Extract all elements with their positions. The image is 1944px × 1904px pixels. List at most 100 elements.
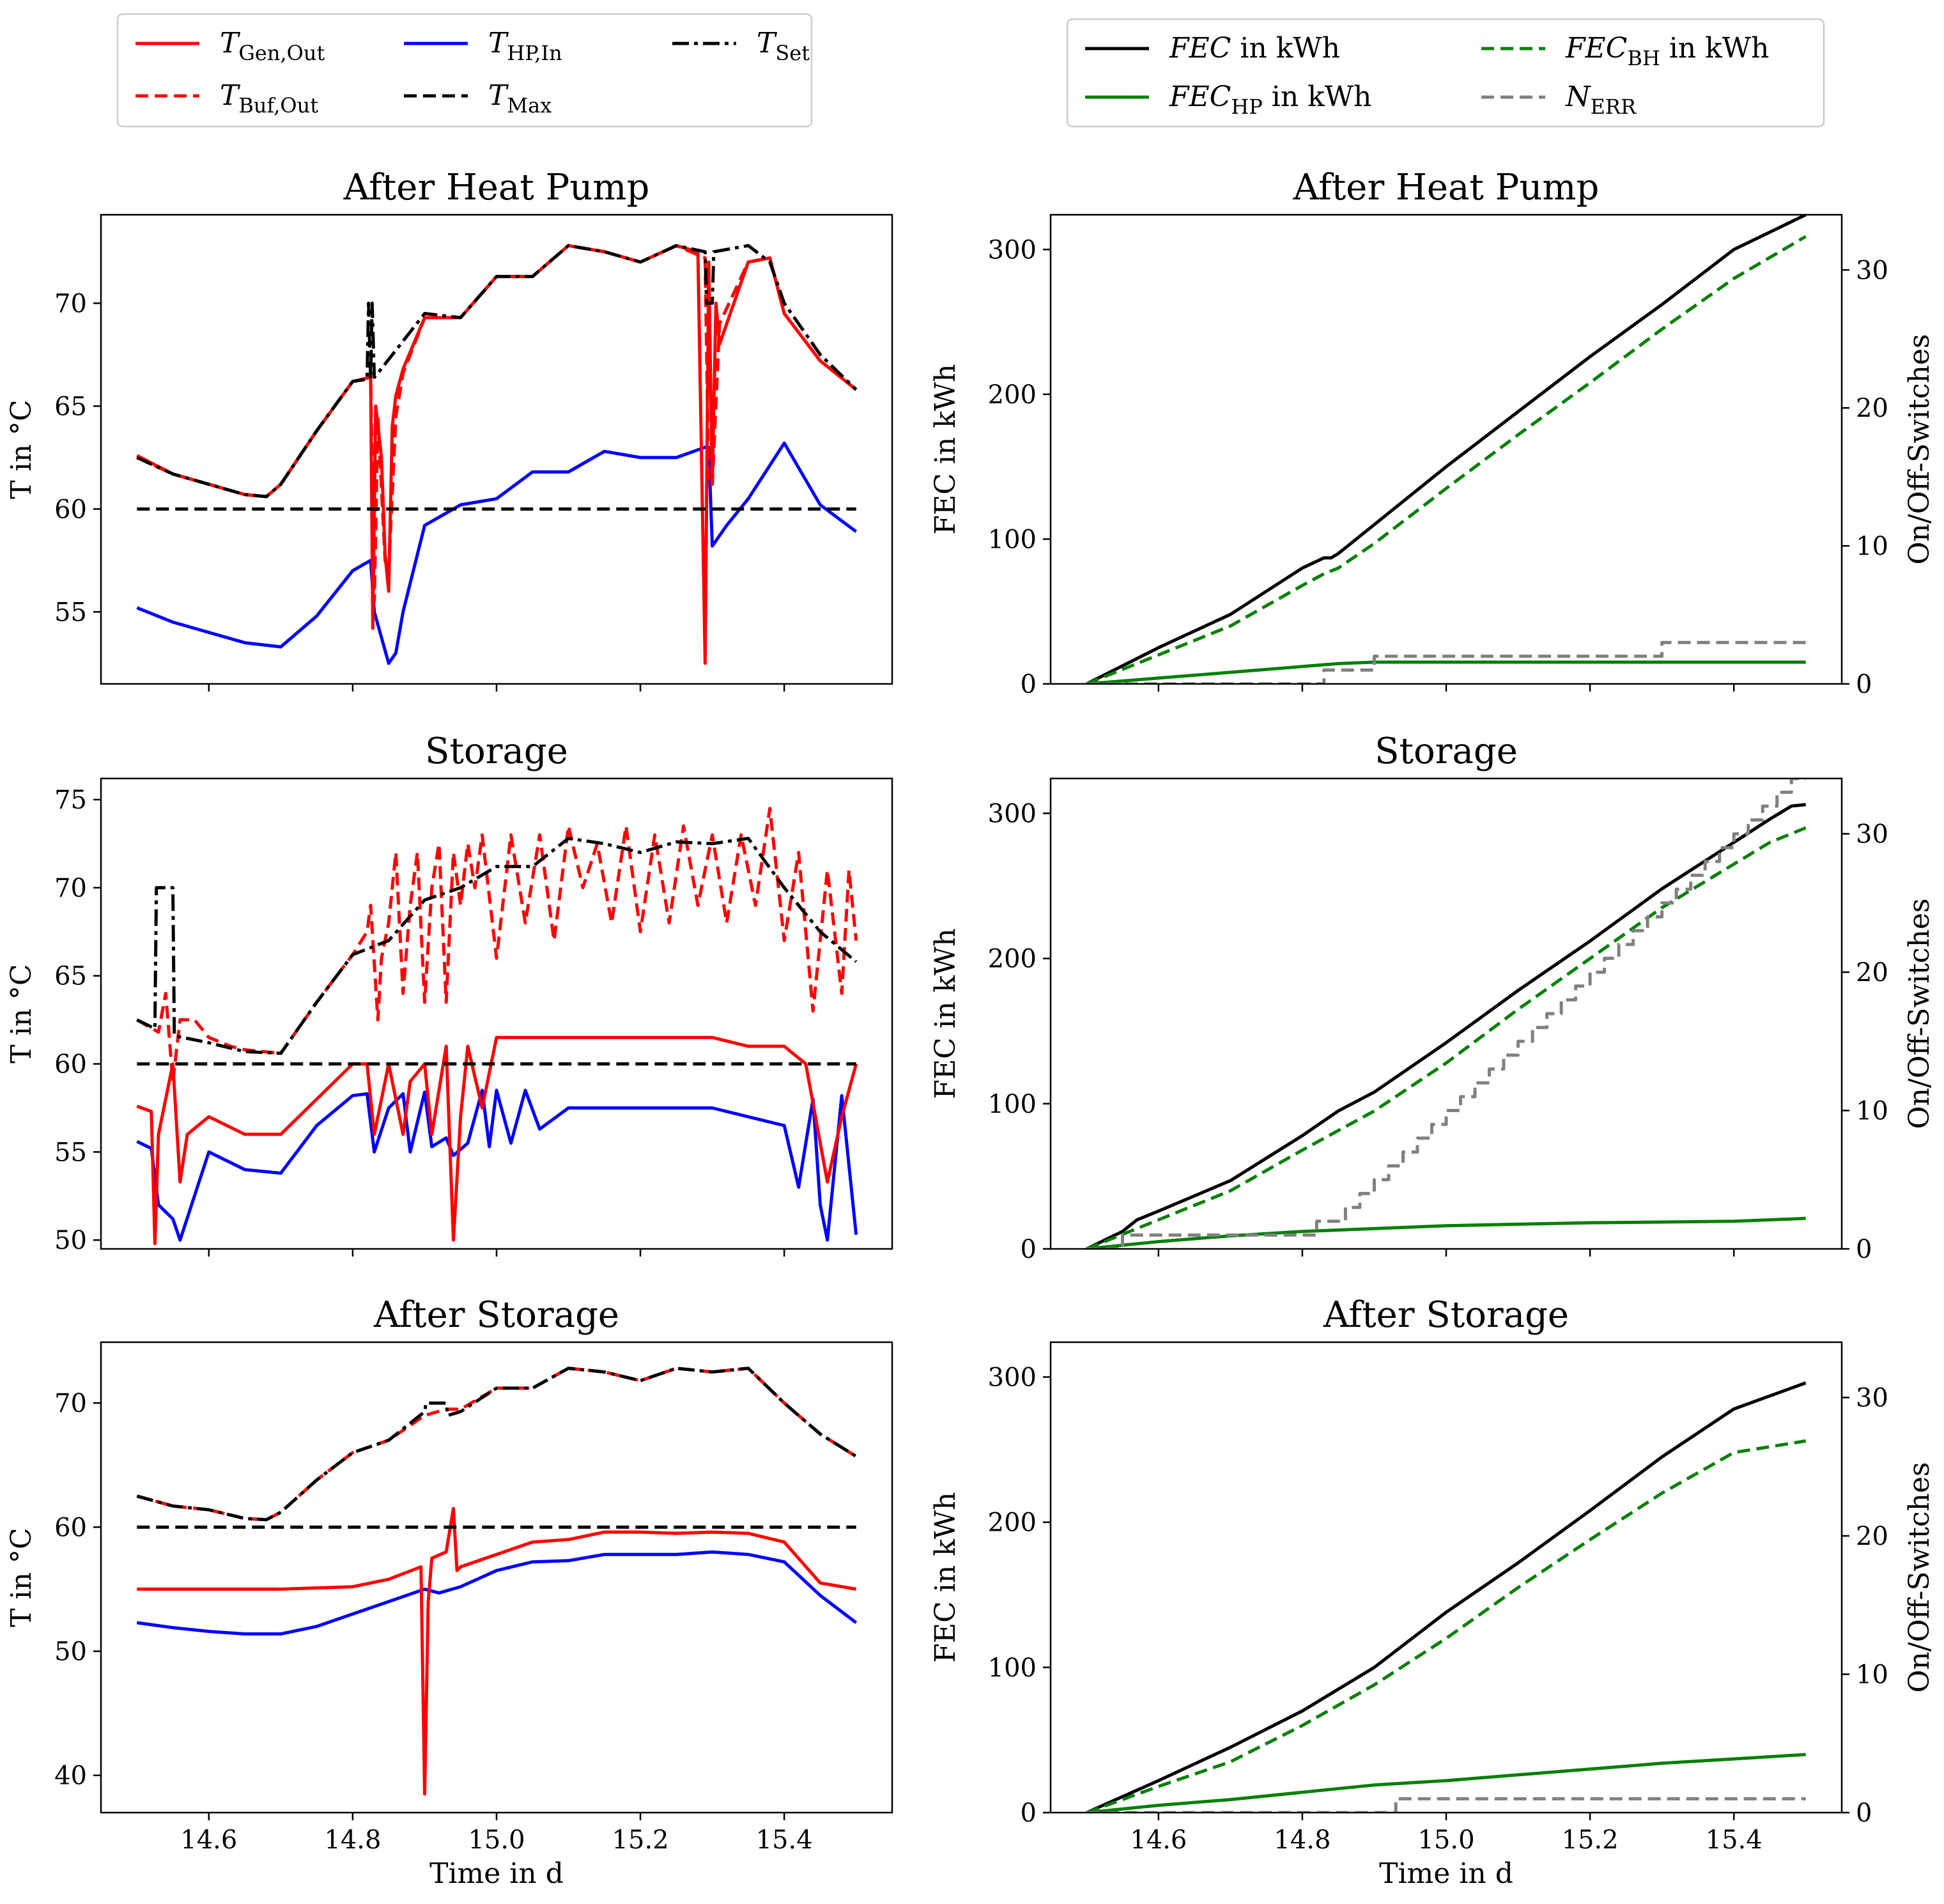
x-axis-label: Time in d <box>1379 1857 1513 1890</box>
series-line-t-set <box>136 837 858 1055</box>
y2-tick-label: 20 <box>1856 394 1888 423</box>
y-axis-label: T in °C <box>5 1528 38 1627</box>
legend-label: FECBH in kWh <box>1565 32 1769 70</box>
series-line-fec-hp <box>1086 1216 1806 1249</box>
series-line-t-hp-in <box>136 1088 858 1242</box>
x-axis-label: Time in d <box>429 1857 564 1890</box>
y-tick-label: 60 <box>54 1513 87 1542</box>
series-group <box>1086 778 1807 1249</box>
y-tick-label: 100 <box>988 1090 1037 1119</box>
legend-frame <box>1066 18 1825 128</box>
y-axis-label: T in °C <box>5 964 38 1063</box>
legend-label: THP,In <box>488 27 562 65</box>
legend-item-fec: FEC in kWh <box>1085 32 1340 65</box>
y2-tick-label: 0 <box>1856 1235 1872 1264</box>
y-tick-label: 0 <box>1021 1235 1037 1264</box>
y-tick-label: 60 <box>54 495 87 524</box>
y-axis-label: T in °C <box>5 399 38 499</box>
series-line-t-hp-in <box>136 441 858 665</box>
y-tick-label: 65 <box>54 962 87 991</box>
y2-tick-label: 10 <box>1856 1660 1888 1690</box>
legend-label: FECHP in kWh <box>1169 81 1371 119</box>
panel-1-temperature: After Heat Pump 55 60 65 70 T in °C <box>5 167 893 692</box>
series-group <box>1086 215 1807 684</box>
series-line-fec-hp <box>1086 1753 1806 1813</box>
panel-title: After Storage <box>1323 1294 1569 1336</box>
y-tick-label: 300 <box>988 235 1037 265</box>
x-tick-label: 15.2 <box>612 1825 669 1855</box>
y-tick-label: 70 <box>54 1389 87 1418</box>
legend-label: TGen,Out <box>220 27 325 65</box>
panels: After Heat Pump 55 60 65 70 T in °C After Heat… <box>5 167 1936 1890</box>
y-tick-label: 65 <box>54 392 87 421</box>
y2-axis-label: On/Off-Switches <box>1903 334 1936 564</box>
legend-label: FEC in kWh <box>1169 32 1340 65</box>
legends: TGen,Out TBuf,Out THP,In TMax TSet FEC in kW… <box>116 13 1825 128</box>
series-group <box>136 807 858 1246</box>
y2-tick-label: 10 <box>1856 532 1888 561</box>
legend-item-t-gen-out: TGen,Out <box>135 27 325 65</box>
x-tick-label: 15.0 <box>1417 1825 1474 1855</box>
series-line-t-gen-out <box>136 244 858 665</box>
y-tick-label: 70 <box>54 289 87 318</box>
y-tick-label: 200 <box>988 380 1037 410</box>
legend-item-t-max: TMax <box>404 79 552 118</box>
series-line-fec <box>1086 803 1806 1249</box>
y2-axis-label: On/Off-Switches <box>1903 1462 1936 1692</box>
y-axis-label: FEC in kWh <box>929 364 962 535</box>
y2-tick-label: 0 <box>1856 670 1872 699</box>
series-line-fec-hp <box>1086 660 1806 684</box>
y-tick-label: 50 <box>54 1226 87 1255</box>
series-line-fec-bh <box>1086 826 1807 1249</box>
legend-energy: FEC in kWh FECHP in kWh FECBH in kWh NERR <box>1066 18 1825 128</box>
panel-2-energy: Storage 0 100 200 300 FEC in kWh 0 10 20 30 On/Off… <box>929 731 1936 1264</box>
y2-tick-label: 10 <box>1856 1097 1888 1126</box>
panel-1-energy: After Heat Pump 0 100 200 300 FEC in kWh 0 10 20… <box>929 167 1936 699</box>
x-tick-label: 14.6 <box>180 1825 237 1855</box>
series-line-fec-bh <box>1086 1439 1807 1813</box>
y-tick-label: 100 <box>988 1653 1037 1683</box>
legend-item-fec-hp: FECHP in kWh <box>1085 81 1371 119</box>
series-line-t-set <box>136 1366 858 1522</box>
y-axis-label: FEC in kWh <box>929 1492 962 1663</box>
y-tick-label: 40 <box>54 1761 87 1791</box>
y-axis-label: FEC in kWh <box>929 929 962 1099</box>
series-line-fec <box>1086 1381 1807 1813</box>
panel-3-energy: After Storage 14.6 14.8 15.0 15.2 15.4 Time in… <box>929 1294 1936 1890</box>
panel-title: After Heat Pump <box>1293 167 1600 208</box>
y-tick-label: 60 <box>54 1050 87 1080</box>
y-tick-label: 0 <box>1021 1799 1037 1828</box>
legend-frame <box>116 13 813 128</box>
y2-tick-label: 30 <box>1856 1384 1888 1413</box>
series-line-n-err <box>1086 778 1806 1249</box>
x-tick-label: 14.8 <box>324 1825 381 1855</box>
y2-tick-label: 0 <box>1856 1799 1872 1828</box>
legend-item-t-set: TSet <box>672 27 810 65</box>
series-line-t-buf-out <box>136 244 858 603</box>
panel-3-temperature: After Storage 14.6 14.8 15.0 15.2 15.4 Time in… <box>5 1294 893 1890</box>
legend-label: TBuf,Out <box>220 79 318 118</box>
series-line-t-gen-out <box>136 1035 858 1246</box>
y-tick-label: 70 <box>54 874 87 903</box>
legend-item-fec-bh: FECBH in kWh <box>1481 32 1769 70</box>
panel-title: Storage <box>1375 731 1518 772</box>
panel-title: After Storage <box>373 1294 619 1336</box>
plot-frame <box>1049 1341 1843 1814</box>
y-tick-label: 0 <box>1021 670 1037 699</box>
y2-tick-label: 20 <box>1856 1522 1888 1551</box>
series-line-n-err <box>1086 640 1806 684</box>
x-tick-label: 15.4 <box>756 1825 813 1855</box>
y-tick-label: 55 <box>54 1138 87 1167</box>
legend-label: TMax <box>488 79 552 118</box>
y-tick-label: 100 <box>988 525 1037 554</box>
panel-title: After Heat Pump <box>343 167 650 208</box>
series-group <box>136 1366 858 1796</box>
series-line-n-err <box>1086 1797 1806 1813</box>
x-tick-label: 15.4 <box>1706 1825 1763 1855</box>
plot-frame <box>100 1341 893 1814</box>
y-tick-label: 200 <box>988 945 1037 974</box>
y-tick-label: 50 <box>54 1637 87 1667</box>
legend-temperature: TGen,Out TBuf,Out THP,In TMax TSet <box>116 13 813 128</box>
series-group <box>136 244 858 665</box>
